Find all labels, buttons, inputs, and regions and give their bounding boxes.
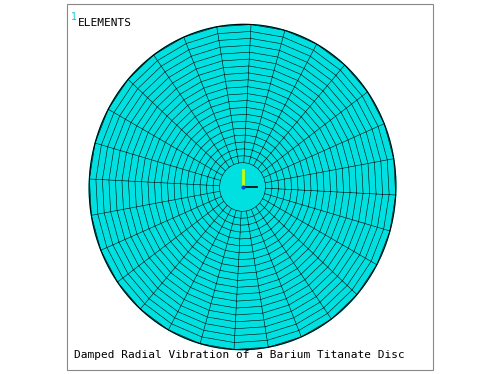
Text: ELEMENTS: ELEMENTS: [78, 18, 132, 28]
Text: Damped Radial Vibration of a Barium Titanate Disc: Damped Radial Vibration of a Barium Tita…: [74, 350, 405, 360]
Text: 1: 1: [71, 12, 77, 22]
Polygon shape: [89, 24, 396, 350]
